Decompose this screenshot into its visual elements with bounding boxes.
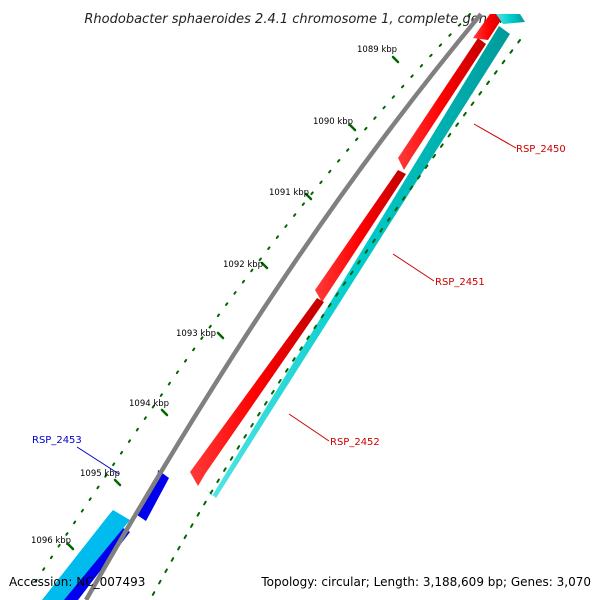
gene-bar: [206, 26, 510, 498]
major-tick: [304, 192, 313, 201]
reverse-gene-arrow: [42, 510, 130, 600]
backbone-ring: [84, 12, 483, 600]
gene-bar: [496, 14, 525, 24]
major-tick: [160, 408, 169, 417]
gene-label-rsp-2453: RSP_2453: [32, 435, 82, 446]
gene-label-rsp-2451: RSP_2451: [435, 277, 485, 288]
tick-label: 1095 kbp: [80, 469, 120, 479]
genome-summary-text: Topology: circular; Length: 3,188,609 bp…: [260, 575, 591, 589]
leader-line: [288, 413, 330, 442]
cds-arrow-rsp-2451: [398, 38, 486, 170]
tick-label: 1094 kbp: [129, 399, 169, 409]
cds-arrow-rsp-2450: [473, 14, 505, 40]
reverse-cds-arrow: [134, 470, 169, 521]
major-tick: [260, 261, 269, 270]
cds-arrow-rsp-2453: [190, 298, 324, 486]
accession-text: Accession: NC_007493: [9, 575, 145, 589]
leader-line: [76, 446, 120, 475]
tick-label: 1093 kbp: [176, 329, 216, 339]
gene-label-rsp-2450: RSP_2450: [516, 144, 566, 155]
reverse-cds-features: [42, 470, 169, 600]
tick-label: 1089 kbp: [357, 45, 397, 55]
forward-cds-features: [190, 14, 505, 486]
leader-line: [473, 123, 517, 149]
tick-label: 1090 kbp: [313, 117, 353, 127]
map-title: Rhodobacter sphaeroides 2.4.1 chromosome…: [84, 12, 515, 27]
tick-label: 1096 kbp: [31, 536, 71, 546]
major-tick: [113, 478, 122, 487]
gene-leaders: [76, 123, 517, 475]
tick-label: 1091 kbp: [269, 188, 309, 198]
major-tick: [216, 331, 225, 340]
major-tick: [391, 55, 400, 64]
major-tick: [66, 542, 75, 551]
forward-gene-features: [206, 14, 525, 498]
gene-label-rsp-2452: RSP_2452: [330, 437, 380, 448]
leader-line: [392, 253, 435, 282]
major-tick: [348, 123, 357, 132]
tick-label: 1092 kbp: [223, 260, 263, 270]
tick-ring: [29, 13, 471, 591]
cds-arrow-rsp-2452: [315, 170, 406, 302]
major-ticks: [66, 55, 400, 551]
